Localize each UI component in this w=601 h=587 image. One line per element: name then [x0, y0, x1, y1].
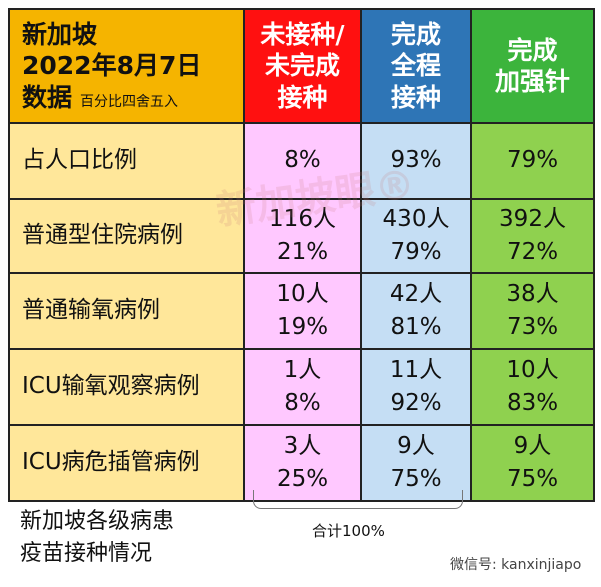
- label-text: 普通输氧病例: [22, 297, 160, 324]
- data-cell: 79%: [472, 124, 595, 200]
- data-cell: 11人 92%: [362, 350, 472, 426]
- cell-line: 8%: [284, 147, 321, 174]
- caption-line: 新加坡各级病患: [20, 509, 175, 534]
- cell-line: 10人: [276, 280, 329, 307]
- column-header: 完成 全程 接种: [362, 10, 472, 124]
- cell-line: 19%: [276, 314, 329, 340]
- row-label: 占人口比例: [10, 124, 245, 200]
- header-line: 加强针: [494, 67, 570, 96]
- data-cell: 1人 8%: [245, 350, 362, 426]
- title-line: 数据 百分比四舍五入: [22, 82, 179, 112]
- data-cell: 3人 25%: [245, 426, 362, 502]
- label-text: 占人口比例: [22, 147, 137, 174]
- row-label: ICU输氧观察病例: [10, 350, 245, 426]
- caption: 新加坡各级病患 疫苗接种情况: [20, 506, 174, 570]
- header-line: 完成: [507, 35, 558, 65]
- data-cell: 10人 19%: [245, 274, 362, 350]
- cell-line: 75%: [506, 466, 559, 492]
- cell-line: 75%: [390, 466, 442, 492]
- header-line: 全程: [390, 51, 441, 81]
- header-line: 接种: [277, 82, 328, 112]
- row-label: 普通输氧病例: [10, 274, 245, 350]
- cell-line: 83%: [506, 390, 559, 416]
- data-cell: 392人 72%: [472, 200, 595, 274]
- row-label: 普通型住院病例: [10, 200, 245, 274]
- cell-line: 10人: [506, 356, 559, 383]
- cell-line: 116人: [269, 205, 336, 232]
- data-cell: 38人 73%: [472, 274, 595, 350]
- vaccination-table: 新加坡 2022年8月7日 数据 百分比四舍五入 未接种/未完成 接种 完成 全程 接种 完成 加强…: [8, 8, 595, 502]
- cell-line: 9人: [513, 432, 552, 459]
- header-line: 未完成: [264, 51, 340, 81]
- column-header: 完成 加强针: [472, 10, 595, 124]
- cell-line: 8%: [284, 390, 321, 416]
- cell-line: 1人: [283, 356, 322, 383]
- cell-line: 73%: [506, 314, 559, 340]
- header-title: 新加坡 2022年8月7日 数据 百分比四舍五入: [10, 10, 245, 124]
- data-cell: 10人 83%: [472, 350, 595, 426]
- caption-line: 疫苗接种情况: [20, 540, 153, 566]
- data-cell: 93%: [362, 124, 472, 200]
- title-line: 新加坡: [22, 20, 98, 50]
- cell-line: 11人: [389, 356, 443, 383]
- label-text: 普通型住院病例: [22, 222, 183, 249]
- note: 百分比四舍五入: [80, 93, 179, 110]
- data-cell: 430人 79%: [362, 200, 472, 274]
- bracket-label: 合计100%: [312, 522, 385, 540]
- cell-line: 38人: [506, 280, 559, 307]
- title-line: 2022年8月7日: [22, 51, 202, 81]
- cell-line: 92%: [390, 390, 442, 416]
- header-line: 接种: [390, 82, 441, 112]
- cell-line: 42人: [389, 280, 443, 307]
- data-cell: 9人 75%: [362, 426, 472, 502]
- cell-line: 392人: [499, 205, 566, 232]
- cell-line: 72%: [506, 239, 559, 265]
- data-cell: 116人 21%: [245, 200, 362, 274]
- cell-line: 430人: [382, 205, 450, 232]
- column-header: 未接种/未完成 接种: [245, 10, 362, 124]
- cell-line: 79%: [390, 239, 442, 265]
- wechat-id: 微信号: kanxinjiapo: [450, 557, 582, 573]
- row-label: ICU病危插管病例: [10, 426, 245, 502]
- header-line: 完成: [390, 20, 441, 50]
- cell-line: 9人: [397, 432, 435, 459]
- data-cell: 42人 81%: [362, 274, 472, 350]
- cell-line: 93%: [390, 147, 442, 174]
- bracket: [253, 490, 463, 509]
- cell-line: 25%: [276, 466, 329, 492]
- cell-line: 3人: [283, 432, 322, 459]
- cell-line: 79%: [506, 147, 559, 174]
- cell-line: 81%: [390, 314, 442, 340]
- data-cell: 8%: [245, 124, 362, 200]
- data-cell: 9人 75%: [472, 426, 595, 502]
- cell-line: 21%: [276, 239, 329, 265]
- label-text: ICU病危插管病例: [22, 449, 200, 476]
- header-line: 未接种/: [260, 20, 345, 50]
- label-text: ICU输氧观察病例: [22, 373, 200, 400]
